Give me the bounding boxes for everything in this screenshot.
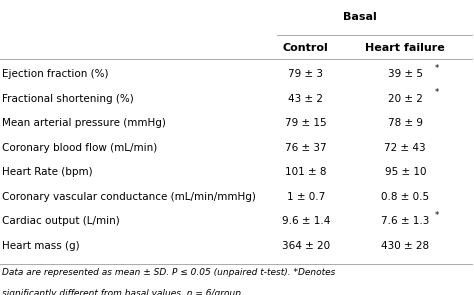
Text: 430 ± 28: 430 ± 28 <box>381 241 429 251</box>
Text: *: * <box>435 88 439 98</box>
Text: Control: Control <box>283 43 328 53</box>
Text: 20 ± 2: 20 ± 2 <box>388 94 423 104</box>
Text: 72 ± 43: 72 ± 43 <box>384 143 426 153</box>
Text: Mean arterial pressure (mmHg): Mean arterial pressure (mmHg) <box>2 118 166 128</box>
Text: Heart mass (g): Heart mass (g) <box>2 241 80 251</box>
Text: 79 ± 15: 79 ± 15 <box>285 118 327 128</box>
Text: Heart failure: Heart failure <box>365 43 445 53</box>
Text: 364 ± 20: 364 ± 20 <box>282 241 330 251</box>
Text: Coronary blood flow (mL/min): Coronary blood flow (mL/min) <box>2 143 158 153</box>
Text: 95 ± 10: 95 ± 10 <box>384 167 426 177</box>
Text: *: * <box>435 64 439 73</box>
Text: 39 ± 5: 39 ± 5 <box>388 69 423 79</box>
Text: Ejection fraction (%): Ejection fraction (%) <box>2 69 109 79</box>
Text: significantly different from basal values. n = 6/group.: significantly different from basal value… <box>2 289 244 295</box>
Text: 7.6 ± 1.3: 7.6 ± 1.3 <box>381 216 429 226</box>
Text: 101 ± 8: 101 ± 8 <box>285 167 327 177</box>
Text: Coronary vascular conductance (mL/min/mmHg): Coronary vascular conductance (mL/min/mm… <box>2 192 256 202</box>
Text: 9.6 ± 1.4: 9.6 ± 1.4 <box>282 216 330 226</box>
Text: Cardiac output (L/min): Cardiac output (L/min) <box>2 216 120 226</box>
Text: 43 ± 2: 43 ± 2 <box>288 94 323 104</box>
Text: 1 ± 0.7: 1 ± 0.7 <box>287 192 325 202</box>
Text: Heart Rate (bpm): Heart Rate (bpm) <box>2 167 93 177</box>
Text: Data are represented as mean ± SD. P ≤ 0.05 (unpaired t-test). *Denotes: Data are represented as mean ± SD. P ≤ 0… <box>2 268 336 278</box>
Text: 78 ± 9: 78 ± 9 <box>388 118 423 128</box>
Text: Basal: Basal <box>343 12 377 22</box>
Text: Fractional shortening (%): Fractional shortening (%) <box>2 94 134 104</box>
Text: *: * <box>435 211 439 220</box>
Text: 79 ± 3: 79 ± 3 <box>288 69 323 79</box>
Text: 76 ± 37: 76 ± 37 <box>285 143 327 153</box>
Text: 0.8 ± 0.5: 0.8 ± 0.5 <box>381 192 429 202</box>
